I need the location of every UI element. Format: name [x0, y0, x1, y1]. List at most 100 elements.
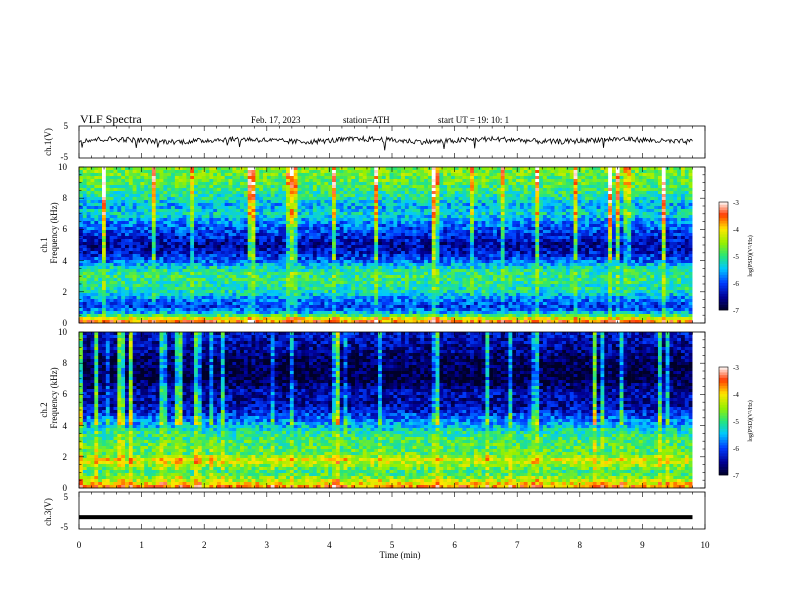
spectrogram-cell — [539, 251, 544, 255]
spectrogram-cell — [493, 227, 498, 231]
spectrogram-cell — [642, 176, 647, 180]
spectrogram-cell — [247, 203, 252, 207]
spectrogram-cell — [435, 206, 440, 210]
spectrogram-cell — [677, 170, 682, 174]
spectrogram-cell — [339, 230, 344, 234]
spectrogram-cell — [136, 167, 141, 171]
spectrogram-cell — [477, 185, 482, 189]
spectrogram-cell — [615, 248, 620, 252]
spectrogram-cell — [504, 209, 509, 213]
spectrogram-cell — [132, 194, 137, 198]
spectrogram-cell — [117, 224, 122, 228]
spectrogram-cell — [151, 257, 156, 261]
spectrogram-cell — [105, 179, 110, 183]
spectrogram-cell — [366, 218, 371, 222]
spectrogram-cell — [381, 194, 387, 198]
spectrogram-cell — [240, 176, 245, 180]
spectrogram-cell — [500, 203, 505, 207]
spectrogram-cell — [316, 257, 321, 261]
spectrogram-cell — [619, 236, 624, 240]
spectrogram-cell — [86, 224, 91, 228]
spectrogram-cell — [500, 218, 505, 222]
spectrogram-cell — [596, 206, 601, 210]
spectrogram-cell — [374, 173, 379, 177]
spectrogram-cell — [255, 224, 260, 228]
spectrogram-cell — [197, 167, 202, 171]
spectrogram-cell — [473, 167, 479, 171]
spectrogram-cell — [650, 245, 655, 249]
spectrogram-cell — [611, 176, 617, 180]
spectrogram-cell — [82, 194, 87, 198]
spectrogram-cell — [155, 218, 160, 222]
spectrogram-cell — [611, 209, 617, 213]
spectrogram-cell — [163, 254, 168, 258]
spectrogram-cell — [657, 167, 663, 171]
spectrogram-cell — [113, 218, 118, 222]
spectrogram-cell — [408, 200, 413, 204]
spectrogram-cell — [481, 182, 486, 186]
spectrogram-cell — [393, 188, 398, 192]
spectrogram-cell — [516, 221, 521, 225]
spectrogram-cell — [351, 188, 356, 192]
spectrogram-cell — [404, 203, 410, 207]
spectrogram-cell — [650, 218, 655, 222]
spectrogram-cell — [236, 257, 241, 261]
spectrogram-cell — [105, 197, 110, 201]
spectrogram-cell — [270, 176, 275, 180]
spectrogram-cell — [343, 215, 348, 219]
spectrogram-cell — [362, 239, 367, 243]
spectrogram-cell — [523, 200, 528, 204]
spectrogram-cell — [94, 251, 99, 255]
spectrogram-cell — [519, 179, 525, 183]
spectrogram-cell — [550, 224, 555, 228]
spectrogram-cell — [424, 200, 429, 204]
spectrogram-cell — [109, 245, 114, 249]
spectrogram-cell — [293, 209, 298, 213]
spectrogram-cell — [504, 179, 509, 183]
spectrogram-cell — [631, 215, 636, 219]
spectrogram-cell — [554, 251, 559, 255]
spectrogram-cell — [182, 221, 187, 225]
spectrogram-cell — [374, 206, 379, 210]
spectrogram-cell — [190, 170, 195, 174]
spectrogram-cell — [94, 230, 99, 234]
spectrogram-cell — [385, 227, 390, 231]
spectrogram-cell — [531, 239, 536, 243]
spectrogram-cell — [531, 230, 536, 234]
spectrogram-cell — [585, 191, 590, 195]
spectrogram-cell — [220, 197, 225, 201]
spectrogram-cell — [378, 251, 383, 255]
spectrogram-cell — [293, 233, 298, 237]
spectrogram-cell — [209, 236, 214, 240]
spectrogram-cell — [558, 224, 563, 228]
spectrogram-cell — [485, 230, 490, 234]
spectrogram-cell — [393, 230, 398, 234]
spectrogram-cell — [167, 239, 172, 243]
spectrogram-cell — [673, 218, 678, 222]
spectrogram-cell — [500, 188, 505, 192]
spectrogram-cell — [638, 185, 643, 189]
spectrogram-cell — [186, 257, 191, 261]
spectrogram-cell — [90, 176, 95, 180]
spectrogram-cell — [109, 239, 114, 243]
spectrogram-cell — [278, 191, 283, 195]
spectrogram-cell — [136, 251, 141, 255]
spectrogram-cell — [286, 248, 291, 252]
spectrogram-cell — [420, 218, 425, 222]
spectrogram-cell — [90, 179, 95, 183]
spectrogram-cell — [516, 176, 521, 180]
spectrogram-cell — [458, 233, 463, 237]
spectrogram-cell — [569, 251, 574, 255]
spectrogram-cell — [577, 188, 582, 192]
spectrogram-cell — [117, 191, 122, 195]
spectrogram-cell — [424, 176, 429, 180]
spectrogram-cell — [496, 218, 502, 222]
spectrogram-cell — [109, 176, 114, 180]
spectrogram-cell — [496, 245, 502, 249]
spectrogram-cell — [309, 254, 314, 258]
spectrogram-cell — [105, 257, 110, 261]
spectrogram-cell — [366, 254, 371, 258]
spectrogram-cell — [569, 182, 574, 186]
spectrogram-cell — [358, 179, 364, 183]
spectrogram-cell — [573, 179, 578, 183]
